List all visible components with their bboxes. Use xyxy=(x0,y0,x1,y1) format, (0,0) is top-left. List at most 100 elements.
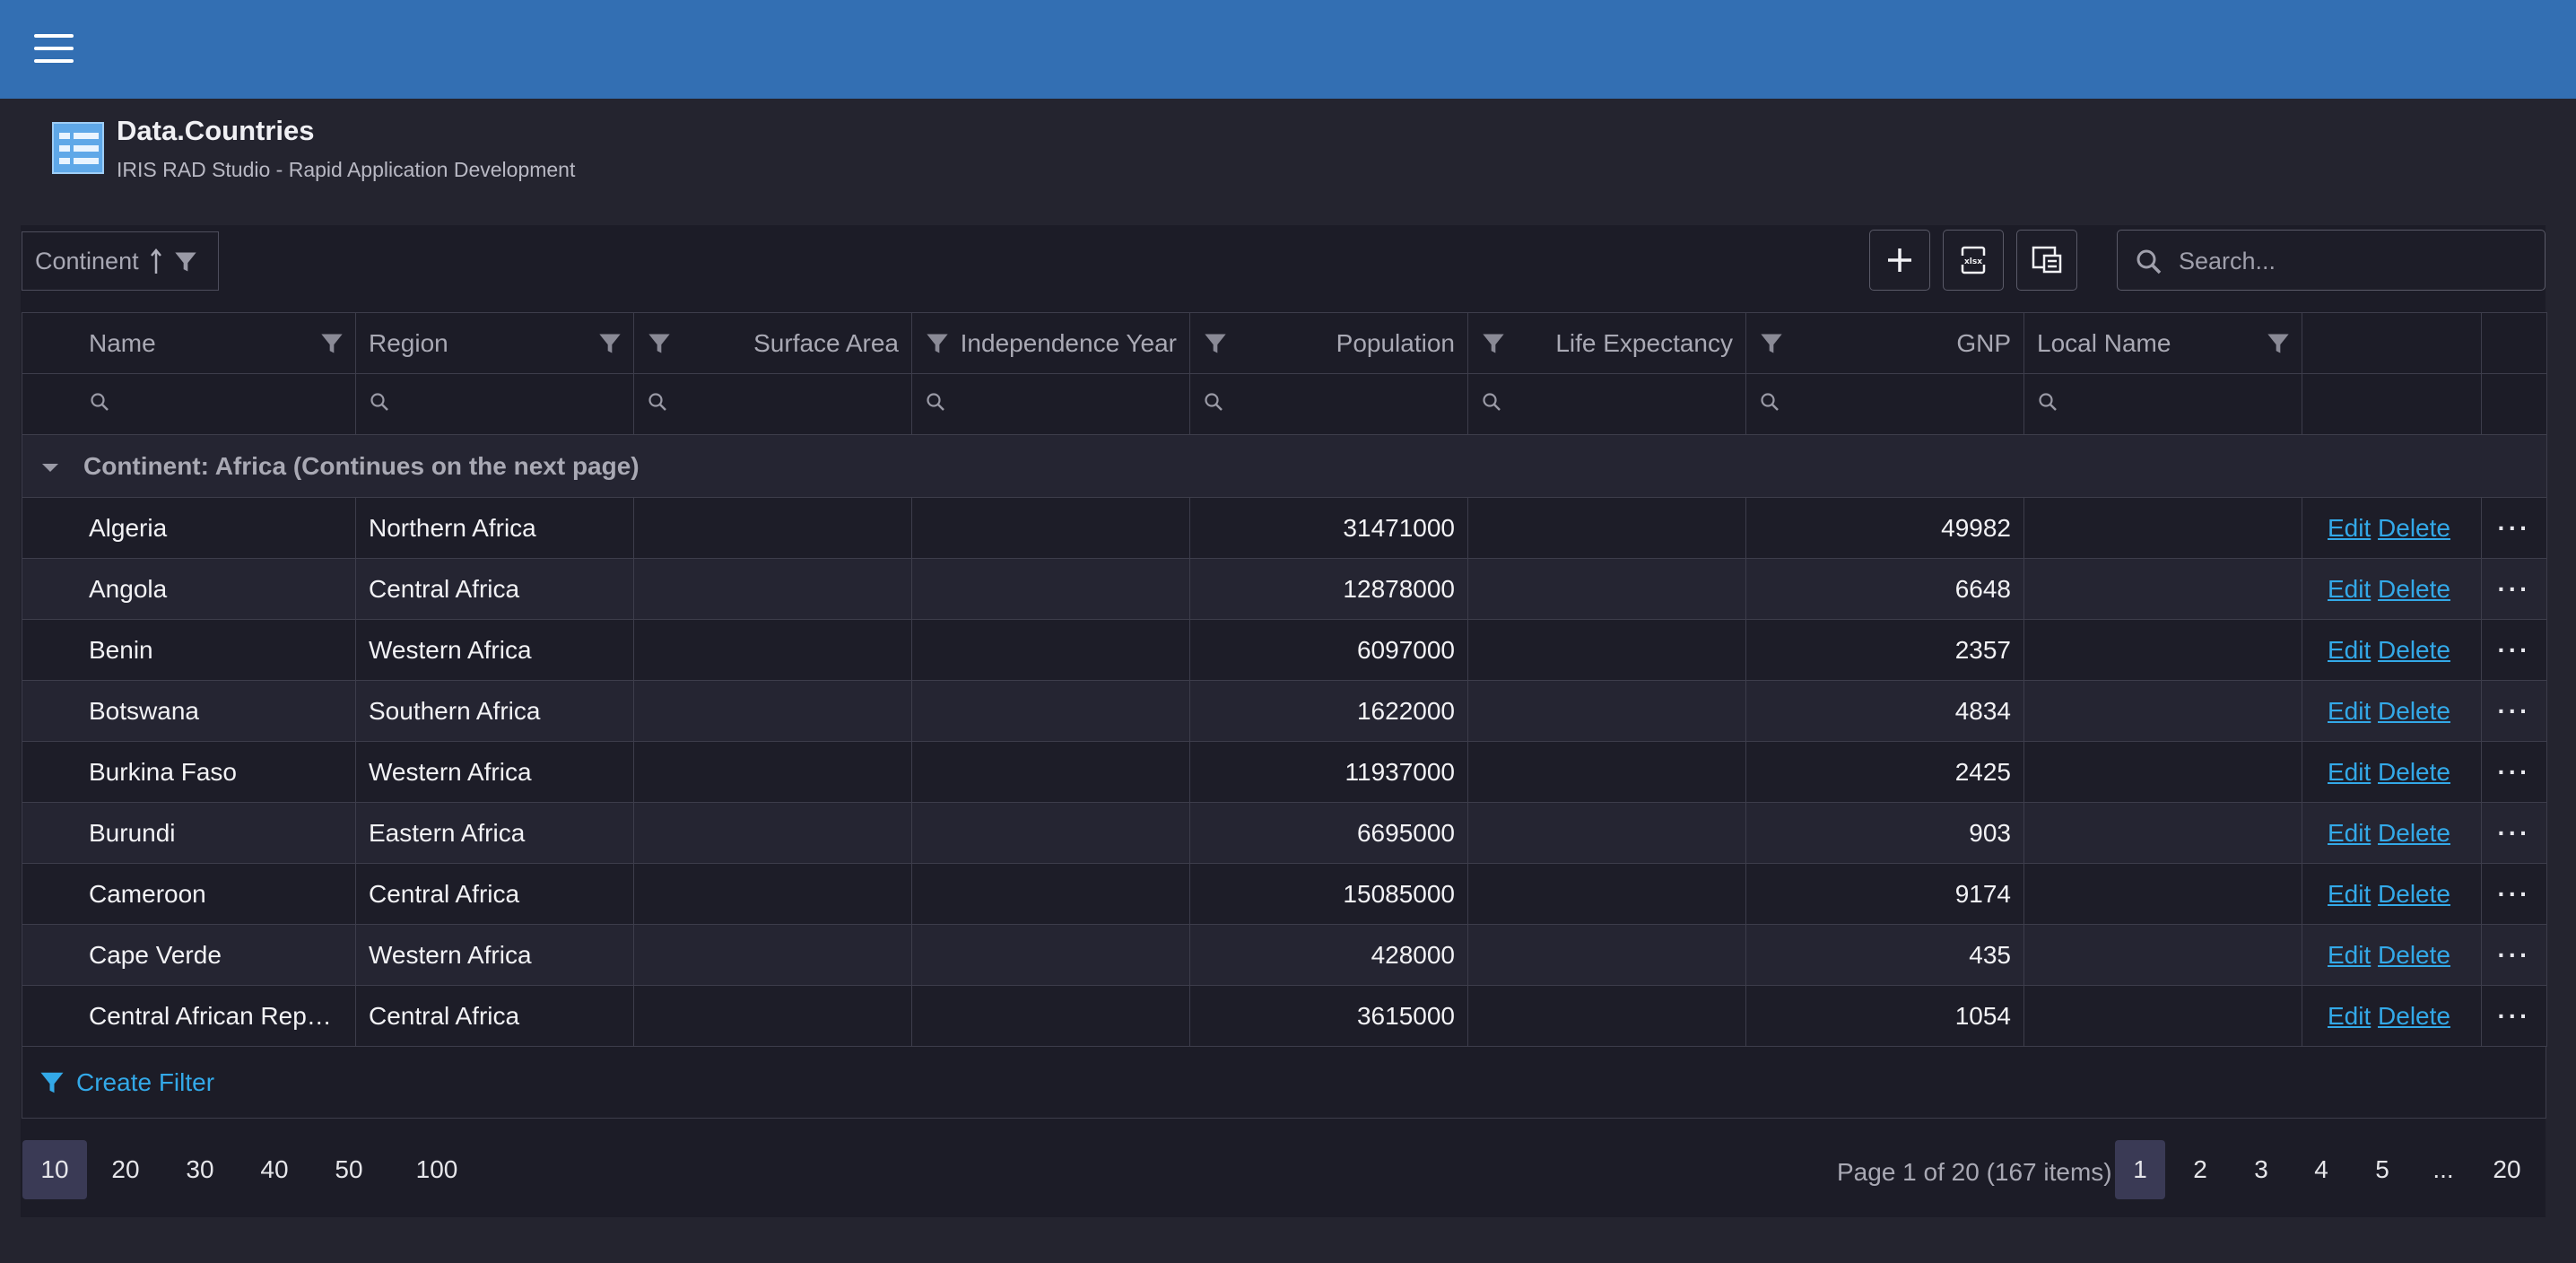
page-size-40[interactable]: 40 xyxy=(260,1155,289,1183)
filter-cell-name[interactable] xyxy=(22,373,356,435)
group-chip-continent[interactable]: Continent xyxy=(35,248,198,275)
table-row[interactable]: Central African Rep… Central Africa 361500… xyxy=(22,985,2547,1047)
table-row[interactable]: Cameroon Central Africa 15085000 9174 Edit D… xyxy=(22,863,2547,925)
filter-icon[interactable] xyxy=(925,331,950,356)
filter-cell-life-expectancy[interactable] xyxy=(1467,373,1746,435)
search-input[interactable] xyxy=(2177,241,2530,281)
edit-link[interactable]: Edit xyxy=(2328,574,2371,603)
cell-region: Southern Africa xyxy=(355,680,634,742)
table-row[interactable]: Angola Central Africa 12878000 6648 Edit Del… xyxy=(22,558,2547,620)
search-icon xyxy=(927,392,944,411)
column-header-independence-year[interactable]: Independence Year xyxy=(911,312,1190,374)
column-header-region[interactable]: Region xyxy=(355,312,634,374)
create-filter-link[interactable]: Create Filter xyxy=(39,1068,214,1097)
page-size-50[interactable]: 50 xyxy=(335,1155,363,1183)
filter-icon[interactable] xyxy=(319,331,344,356)
page-size-20[interactable]: 20 xyxy=(111,1155,140,1183)
edit-link[interactable]: Edit xyxy=(2328,696,2371,725)
sort-ascending-icon[interactable] xyxy=(150,248,162,275)
collapse-caret-icon[interactable] xyxy=(42,463,58,472)
more-options-icon[interactable]: ··· xyxy=(2497,574,2531,603)
cell-independence-year xyxy=(911,497,1190,559)
filter-icon[interactable] xyxy=(597,331,622,356)
search-box[interactable] xyxy=(2117,230,2546,291)
cell-actions: Edit Delete xyxy=(2302,497,2482,559)
filter-cell-local-name[interactable] xyxy=(2023,373,2302,435)
column-chooser-button[interactable] xyxy=(2016,230,2077,291)
filter-cell-empty xyxy=(2481,373,2547,435)
cell-actions: Edit Delete xyxy=(2302,863,2482,925)
page-button-2[interactable]: 2 xyxy=(2193,1155,2207,1183)
filter-icon[interactable] xyxy=(647,331,672,356)
filter-icon[interactable] xyxy=(1759,331,1784,356)
filter-icon[interactable] xyxy=(173,249,198,274)
table-row[interactable]: Burkina Faso Western Africa 11937000 2425 Ed… xyxy=(22,741,2547,803)
filter-cell-gnp[interactable] xyxy=(1745,373,2024,435)
more-options-icon[interactable]: ··· xyxy=(2497,696,2531,725)
cell-more: ··· xyxy=(2481,924,2547,986)
page-button-4[interactable]: 4 xyxy=(2314,1155,2328,1183)
more-options-icon[interactable]: ··· xyxy=(2497,1001,2531,1030)
more-options-icon[interactable]: ··· xyxy=(2497,635,2531,664)
delete-link[interactable]: Delete xyxy=(2378,513,2450,542)
group-row[interactable]: Continent: Africa (Continues on the next… xyxy=(22,434,2547,498)
table-row[interactable]: Cape Verde Western Africa 428000 435 Edit De… xyxy=(22,924,2547,986)
hamburger-menu-icon[interactable] xyxy=(34,32,74,65)
page-size-30[interactable]: 30 xyxy=(186,1155,214,1183)
delete-link[interactable]: Delete xyxy=(2378,1001,2450,1030)
cell-life-expectancy xyxy=(1467,558,1746,620)
page-button-3[interactable]: 3 xyxy=(2254,1155,2268,1183)
table-row[interactable]: Botswana Southern Africa 1622000 4834 Edit D… xyxy=(22,680,2547,742)
column-header-surface-area[interactable]: Surface Area xyxy=(633,312,912,374)
edit-link[interactable]: Edit xyxy=(2328,1001,2371,1030)
page-size-10[interactable]: 10 xyxy=(22,1140,87,1199)
delete-link[interactable]: Delete xyxy=(2378,818,2450,847)
group-row-cell[interactable]: Continent: Africa (Continues on the next… xyxy=(22,434,2547,498)
delete-link[interactable]: Delete xyxy=(2378,940,2450,969)
delete-link[interactable]: Delete xyxy=(2378,696,2450,725)
column-header-population[interactable]: Population xyxy=(1189,312,1468,374)
filter-cell-population[interactable] xyxy=(1189,373,1468,435)
more-options-icon[interactable]: ··· xyxy=(2497,940,2531,969)
edit-link[interactable]: Edit xyxy=(2328,818,2371,847)
column-header-local-name[interactable]: Local Name xyxy=(2023,312,2302,374)
delete-link[interactable]: Delete xyxy=(2378,635,2450,664)
column-header-gnp[interactable]: GNP xyxy=(1745,312,2024,374)
table-row[interactable]: Benin Western Africa 6097000 2357 Edit Delet… xyxy=(22,619,2547,681)
xlsx-export-icon: xlsx xyxy=(1960,246,1987,274)
table-row[interactable]: Algeria Northern Africa 31471000 49982 Edit … xyxy=(22,497,2547,559)
more-options-icon[interactable]: ··· xyxy=(2497,879,2531,908)
plus-icon xyxy=(1888,248,1911,272)
delete-link[interactable]: Delete xyxy=(2378,757,2450,786)
edit-link[interactable]: Edit xyxy=(2328,940,2371,969)
edit-link[interactable]: Edit xyxy=(2328,757,2371,786)
page-size-100[interactable]: 100 xyxy=(415,1155,458,1183)
column-header-name[interactable]: Name xyxy=(22,312,356,374)
table-row[interactable]: Burundi Eastern Africa 6695000 903 Edit Dele… xyxy=(22,802,2547,864)
cell-more: ··· xyxy=(2481,558,2547,620)
page-button-1[interactable]: 1 xyxy=(2115,1140,2165,1199)
more-options-icon[interactable]: ··· xyxy=(2497,818,2531,847)
filter-cell-region[interactable] xyxy=(355,373,634,435)
filter-icon[interactable] xyxy=(1203,331,1228,356)
cell-life-expectancy xyxy=(1467,863,1746,925)
page-button-5[interactable]: 5 xyxy=(2375,1155,2389,1183)
add-row-button[interactable] xyxy=(1869,230,1930,291)
edit-link[interactable]: Edit xyxy=(2328,635,2371,664)
search-icon xyxy=(1483,392,1501,411)
export-xlsx-button[interactable]: xlsx xyxy=(1943,230,2004,291)
more-options-icon[interactable]: ··· xyxy=(2497,757,2531,786)
cell-gnp: 4834 xyxy=(1745,680,2024,742)
delete-link[interactable]: Delete xyxy=(2378,879,2450,908)
cell-independence-year xyxy=(911,741,1190,803)
edit-link[interactable]: Edit xyxy=(2328,879,2371,908)
filter-cell-independence-year[interactable] xyxy=(911,373,1190,435)
edit-link[interactable]: Edit xyxy=(2328,513,2371,542)
column-header-life-expectancy[interactable]: Life Expectancy xyxy=(1467,312,1746,374)
filter-cell-surface-area[interactable] xyxy=(633,373,912,435)
delete-link[interactable]: Delete xyxy=(2378,574,2450,603)
filter-icon[interactable] xyxy=(2266,331,2291,356)
more-options-icon[interactable]: ··· xyxy=(2497,513,2531,542)
filter-icon[interactable] xyxy=(1481,331,1506,356)
page-button-20[interactable]: 20 xyxy=(2493,1155,2521,1183)
